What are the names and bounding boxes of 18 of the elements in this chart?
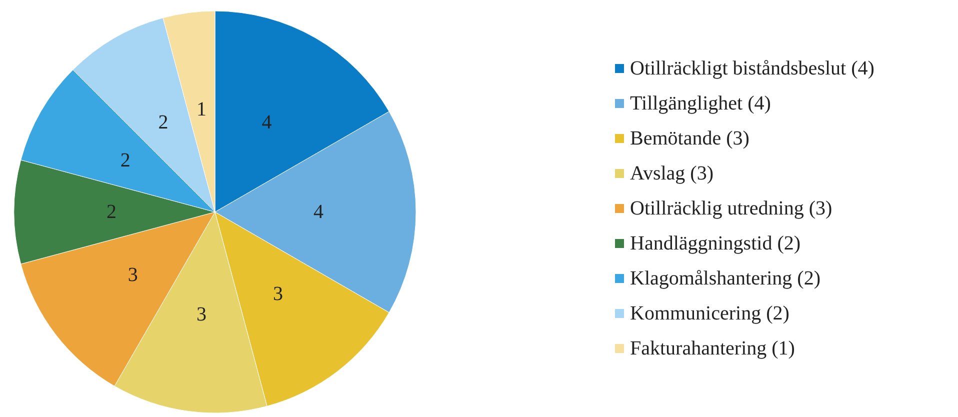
data-label: 4 xyxy=(314,201,324,223)
legend-label: Klagomålshantering (2) xyxy=(630,268,820,290)
data-label: 4 xyxy=(262,111,272,134)
legend-label: Handläggningstid (2) xyxy=(630,232,801,254)
data-label: 2 xyxy=(120,149,130,172)
data-label: 3 xyxy=(128,264,138,286)
data-label: 3 xyxy=(273,283,284,306)
legend-label: Bemötande (3) xyxy=(630,128,750,150)
data-label: 2 xyxy=(106,201,116,223)
legend-label: Fakturahantering (1) xyxy=(630,338,795,360)
legend-label: Otillräcklig utredning (3) xyxy=(630,198,832,220)
legend-label: Kommunicering (2) xyxy=(630,302,790,324)
data-label: 2 xyxy=(158,111,168,134)
legend-label: Otillräckligt biståndsbeslut (4) xyxy=(630,58,874,80)
data-label: 1 xyxy=(196,98,206,120)
legend-label: Avslag (3) xyxy=(630,162,714,184)
legend-label: Tillgänglighet (4) xyxy=(630,92,771,114)
data-label: 3 xyxy=(196,304,206,326)
